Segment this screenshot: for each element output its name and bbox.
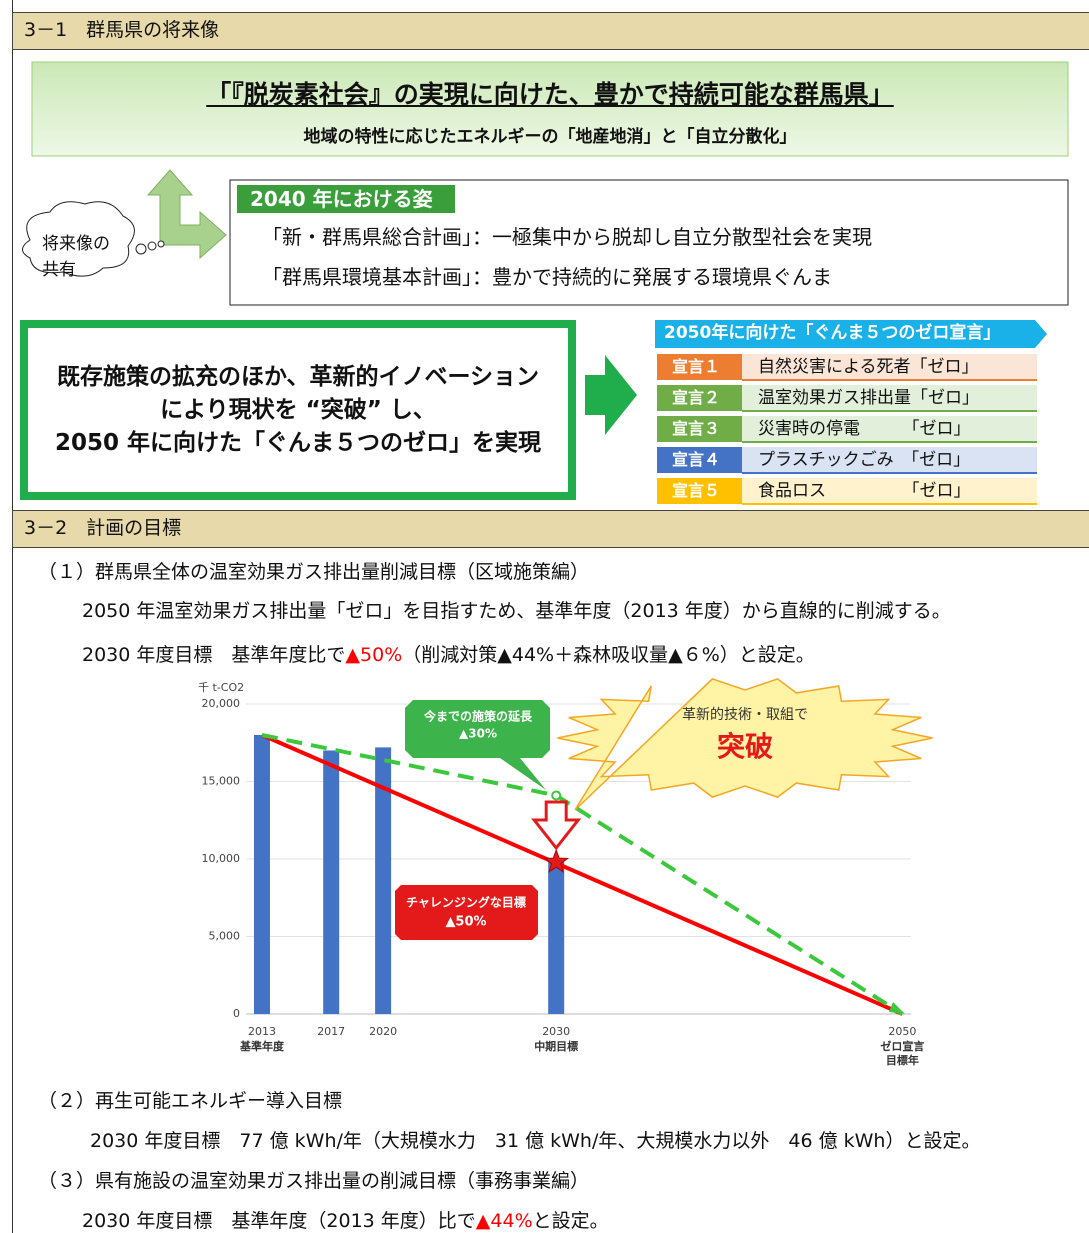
vision-box bbox=[31, 61, 1069, 157]
policy-text: 既存施策の拡充のほか、革新的イノベーション bbox=[56, 364, 540, 390]
bar bbox=[375, 747, 392, 1014]
arrow bbox=[585, 355, 637, 435]
zero-text: 自然災害による死者「ゼロ」 bbox=[758, 357, 979, 377]
x-tick-label: 2030 bbox=[542, 1025, 570, 1038]
text: 2030 年度目標 基準年度比で bbox=[82, 644, 346, 666]
item-text: 2030 年度目標 基準年度（2013 年度）比で▲44%と設定。 bbox=[82, 1212, 609, 1231]
vision-subtitle: 地域の特性に応じたエネルギーの「地産地消」と「自立分散化」 bbox=[303, 127, 797, 147]
y-tick-label: 15,000 bbox=[202, 775, 241, 788]
bar bbox=[548, 862, 565, 1014]
highlight: ▲44% bbox=[475, 1210, 533, 1232]
text: 2030 年度目標 基準年度（2013 年度）比で bbox=[82, 1210, 476, 1232]
y-unit: 千 t-CO2 bbox=[198, 681, 244, 694]
x-tick-label: 2020 bbox=[369, 1025, 397, 1038]
zero-text: プラスチックごみ 「ゼロ」 bbox=[758, 450, 971, 470]
zero-tag bbox=[657, 385, 742, 411]
y-tick-label: 0 bbox=[233, 1007, 240, 1020]
x-tick-sublabel: 中期目標 bbox=[534, 1039, 578, 1053]
zero-title: 2050年に向けた「ぐんま５つのゼロ宣言」 bbox=[664, 323, 1001, 343]
x-tick-sublabel: 目標年 bbox=[886, 1053, 919, 1067]
zero-tag bbox=[657, 416, 742, 442]
point bbox=[551, 790, 562, 801]
x-tick-label: 2017 bbox=[317, 1025, 345, 1038]
heading-bar bbox=[12, 510, 1089, 548]
bubble-text: 共有 bbox=[42, 260, 76, 280]
zero-title-bar bbox=[655, 320, 1047, 348]
bubble-dot bbox=[157, 240, 165, 248]
annotation: 革新的技術・取組で bbox=[682, 707, 808, 723]
y-tick-label: 5,000 bbox=[209, 930, 241, 943]
vision-title: 「『脱炭素社会』の実現に向けた、豊かで持続可能な群馬県」 bbox=[206, 80, 894, 109]
y-tick-label: 20,000 bbox=[202, 697, 241, 710]
y-tick-label: 10,000 bbox=[202, 852, 241, 865]
annotation: 今までの施策の延長 bbox=[423, 709, 533, 724]
zero-text: 食品ロス 「ゼロ」 bbox=[758, 481, 971, 501]
item-title: （３）県有施設の温室効果ガス排出量の削減目標（事務事業編） bbox=[38, 1170, 590, 1192]
zero-tag-text: 宣言３ bbox=[672, 419, 721, 438]
bar bbox=[323, 750, 340, 1014]
policy-text: により現状を “突破” し、 bbox=[160, 397, 436, 423]
starburst bbox=[557, 678, 933, 811]
plan-item: 「群馬県環境基本計画」：豊かで持続的に発展する環境県ぐんま bbox=[262, 265, 832, 289]
plan-title: 2040 年における姿 bbox=[250, 187, 433, 211]
arrow bbox=[146, 169, 227, 260]
policy-box bbox=[20, 320, 576, 500]
x-tick-sublabel: ゼロ宣言 bbox=[880, 1039, 924, 1053]
zero-tag-text: 宣言１ bbox=[672, 357, 721, 376]
item-title: （２）再生可能エネルギー導入目標 bbox=[38, 1090, 343, 1112]
zero-row bbox=[742, 447, 1037, 473]
zero-text: 温室効果ガス排出量「ゼロ」 bbox=[758, 388, 979, 408]
bar bbox=[253, 735, 270, 1014]
heading: 3－2 計画の目標 bbox=[24, 517, 182, 539]
zero-row bbox=[742, 416, 1037, 442]
annotation: チャレンジングな目標 bbox=[406, 895, 526, 910]
bubble-text: 将来像の bbox=[42, 234, 110, 254]
annotation: ▲30% bbox=[459, 727, 497, 741]
item-text: 2030 年度目標 基準年度比で▲50%（削減対策▲44%＋森林吸収量▲６%）と… bbox=[82, 646, 815, 665]
item-text: 2030 年度目標 77 億 kWh/年（大規模水力 31 億 kWh/年、大規… bbox=[90, 1130, 981, 1152]
item-text: 2050 年温室効果ガス排出量「ゼロ」を目指すため、基準年度（2013 年度）か… bbox=[82, 600, 951, 622]
item-title: （１）群馬県全体の温室効果ガス排出量削減目標（区域施策編） bbox=[38, 561, 590, 583]
zero-tag bbox=[657, 478, 742, 504]
zero-tag bbox=[657, 447, 742, 473]
zero-tag-text: 宣言２ bbox=[672, 388, 721, 407]
x-tick-label: 2050 bbox=[888, 1025, 916, 1038]
x-tick-label: 2013 bbox=[248, 1025, 276, 1038]
zero-row bbox=[742, 478, 1037, 504]
zero-tag bbox=[657, 354, 742, 380]
bubble bbox=[22, 201, 135, 277]
arrow-head bbox=[889, 1002, 905, 1014]
zero-tag-text: 宣言４ bbox=[672, 450, 721, 469]
zero-text: 災害時の停電 「ゼロ」 bbox=[758, 419, 971, 439]
plan-tab bbox=[237, 185, 455, 213]
zero-row bbox=[742, 354, 1037, 380]
star bbox=[543, 848, 569, 873]
bubble-dot bbox=[135, 243, 147, 255]
heading: 3－1 群馬県の将来像 bbox=[24, 19, 220, 41]
bubble-dot bbox=[147, 241, 157, 251]
x-tick-sublabel: 基準年度 bbox=[239, 1039, 285, 1053]
zero-rows bbox=[657, 354, 1037, 505]
callout bbox=[405, 700, 550, 790]
zero-row bbox=[742, 385, 1037, 411]
annotation: ▲50% bbox=[445, 915, 486, 930]
annotation: 突破 bbox=[717, 730, 773, 763]
zero-tag-text: 宣言５ bbox=[672, 481, 721, 500]
highlight: ▲50% bbox=[345, 644, 403, 666]
callout bbox=[395, 870, 538, 940]
line bbox=[261, 733, 904, 1016]
plan-item: 「新・群馬県総合計画」：一極集中から脱却し自立分散型社会を実現 bbox=[262, 225, 872, 249]
arrow bbox=[531, 800, 582, 851]
text: と設定。 bbox=[532, 1210, 609, 1232]
text: （削減対策▲44%＋森林吸収量▲６%）と設定。 bbox=[402, 644, 815, 666]
policy-text: 2050 年に向けた「ぐんま５つのゼロ」を実現 bbox=[54, 430, 542, 456]
heading-bar bbox=[12, 12, 1089, 50]
